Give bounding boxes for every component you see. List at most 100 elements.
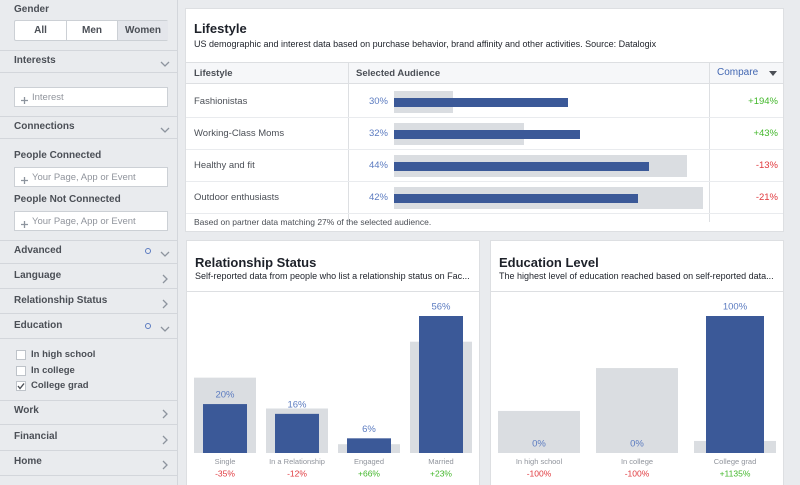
chevron	[160, 271, 170, 284]
category-label: In college	[621, 457, 653, 466]
value-label: 6%	[362, 424, 376, 435]
row-label: Fashionistas	[194, 96, 248, 107]
chevron	[160, 321, 170, 332]
value-label: 20%	[215, 390, 235, 401]
section-header[interactable]: Interests	[14, 55, 56, 66]
bar	[706, 316, 764, 453]
baseline-bar	[498, 410, 580, 453]
table-header	[186, 62, 783, 84]
compare-value: -100%	[625, 468, 650, 478]
panel-divider	[491, 291, 783, 292]
checkbox[interactable]	[16, 350, 26, 360]
panel-subtitle: The highest level of education reached b…	[499, 271, 774, 281]
checkbox-label[interactable]: College grad	[31, 380, 89, 391]
chevron	[160, 246, 170, 257]
category-label: Married	[428, 457, 453, 466]
checkbox[interactable]	[16, 381, 26, 391]
column-header: Lifestyle	[194, 68, 233, 79]
separator	[0, 313, 178, 314]
footnote: Based on partner data matching 27% of th…	[194, 217, 432, 227]
compare-value: +194%	[748, 96, 778, 107]
separator	[0, 475, 178, 476]
section-header[interactable]: Connections	[14, 121, 75, 132]
separator	[0, 116, 178, 117]
checkbox-label[interactable]: In high school	[31, 349, 96, 360]
plus-glyph	[20, 92, 29, 104]
bar	[275, 413, 319, 453]
section-header[interactable]: Relationship Status	[14, 295, 108, 306]
section-header[interactable]: Financial	[14, 430, 58, 442]
settings-dot	[145, 323, 151, 329]
row-label: Outdoor enthusiasts	[194, 192, 280, 203]
compare-value: -21%	[755, 192, 778, 203]
section-header[interactable]: Work	[14, 405, 39, 416]
separator	[0, 424, 178, 425]
value-label: 0%	[630, 439, 644, 450]
row-divider	[186, 149, 783, 150]
separator	[0, 138, 178, 139]
value-label: 32%	[368, 128, 388, 139]
gender-option[interactable]: All	[34, 25, 47, 36]
separator	[0, 338, 178, 339]
separator	[0, 400, 178, 401]
compare-value: -35%	[215, 468, 235, 478]
compare-dropdown[interactable]: Compare	[717, 67, 759, 78]
text-input[interactable]: Your Page, App or Event	[14, 167, 168, 187]
separator	[0, 288, 178, 289]
section-header[interactable]: Education	[14, 320, 63, 331]
column-header: Selected Audience	[356, 68, 441, 79]
compare-value: +23%	[430, 468, 452, 478]
value-label: 0%	[532, 439, 546, 450]
separator	[0, 240, 178, 241]
chevron	[160, 457, 170, 470]
panel-subtitle: Self-reported data from people who list …	[195, 271, 470, 281]
bar	[203, 404, 247, 453]
column-divider	[348, 62, 349, 222]
value-label: 30%	[368, 96, 388, 107]
settings-dot	[145, 248, 151, 254]
placeholder: Your Page, App or Event	[32, 172, 136, 183]
lifestyle-panel: Lifestyle US demographic and interest dat…	[185, 8, 784, 232]
section-header[interactable]: Advanced	[14, 245, 62, 256]
placeholder: Interest	[32, 92, 64, 103]
bar	[347, 438, 391, 453]
panel-subtitle: US demographic and interest data based o…	[194, 39, 657, 49]
field-label: People Connected	[14, 150, 102, 161]
value-label: 56%	[431, 302, 451, 313]
text-input[interactable]: Interest	[14, 87, 168, 107]
panel-divider	[187, 291, 479, 292]
value-label: 42%	[368, 192, 388, 203]
audience-bar	[394, 193, 638, 203]
baseline-bar	[596, 368, 678, 453]
compare-value: -13%	[755, 160, 778, 171]
value-label: 44%	[368, 160, 388, 171]
separator	[0, 50, 178, 51]
column-divider	[709, 62, 710, 222]
gender-toggle: All Men Women	[14, 20, 168, 41]
category-label: In a Relationship	[269, 457, 325, 466]
chevron	[160, 296, 170, 309]
category-label: Engaged	[354, 457, 384, 466]
category-label: College grad	[714, 457, 757, 466]
plus-glyph	[20, 172, 29, 184]
checkbox[interactable]	[16, 365, 26, 376]
separator	[0, 72, 178, 73]
audience-bar	[394, 161, 650, 171]
chevron	[160, 56, 170, 67]
audience-bar	[394, 97, 568, 107]
gender-option[interactable]: Women	[117, 21, 168, 40]
gender-option[interactable]: Men	[66, 21, 117, 40]
section-header[interactable]: Home	[14, 456, 42, 467]
audience-bar	[394, 129, 580, 139]
compare-value: +1135%	[720, 468, 751, 478]
compare-value: +66%	[358, 468, 380, 478]
text-input[interactable]: Your Page, App or Event	[14, 211, 168, 231]
field-label: People Not Connected	[14, 194, 121, 205]
panel-title: Education Level	[499, 255, 599, 270]
checkbox-label[interactable]: In college	[31, 364, 75, 376]
filter-label: Gender	[14, 4, 50, 15]
plus-glyph	[20, 216, 29, 228]
dropdown-caret[interactable]	[769, 71, 777, 76]
section-header[interactable]: Language	[14, 270, 62, 281]
